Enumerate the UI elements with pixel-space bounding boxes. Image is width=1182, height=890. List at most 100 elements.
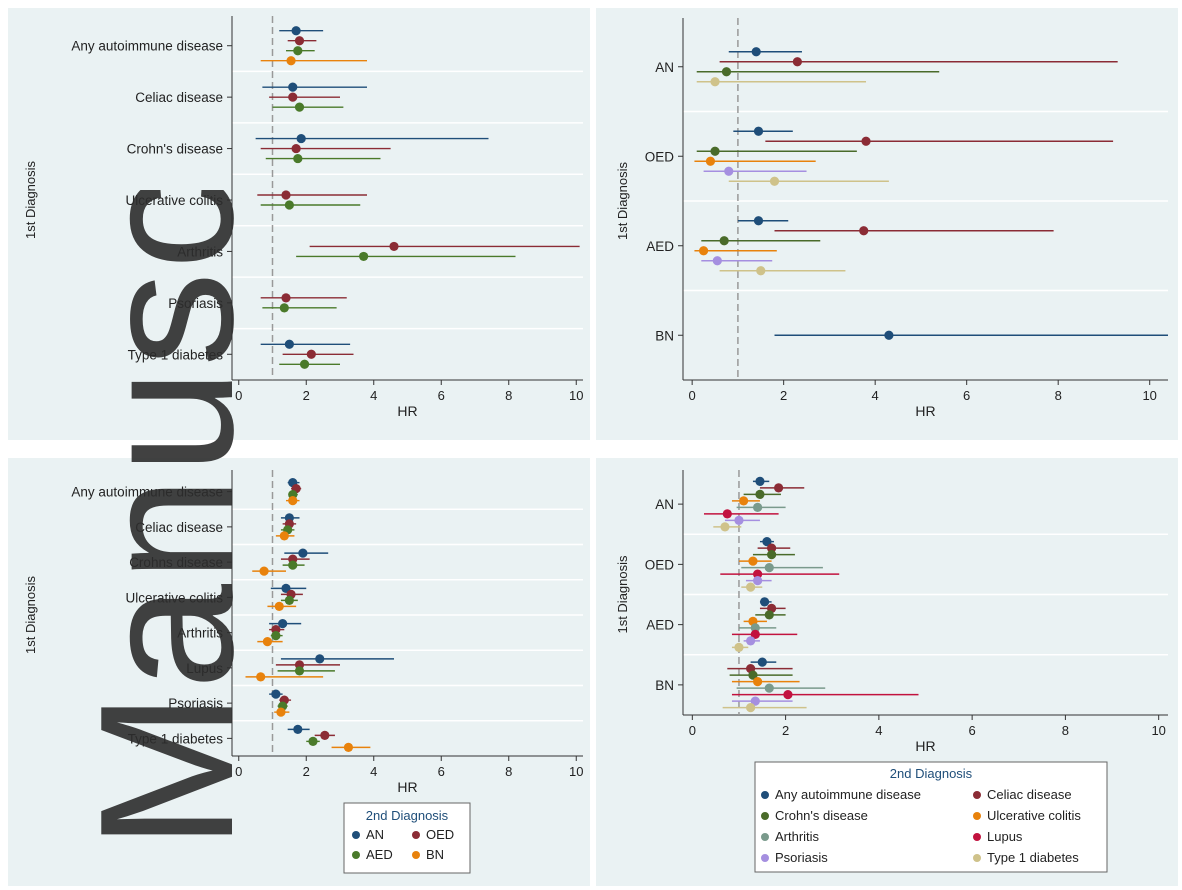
legend-right-title: 2nd Diagnosis xyxy=(890,766,973,781)
bottom-left-hr-point-lupus-aed xyxy=(294,666,305,676)
top-left-x-axis-label: HR xyxy=(397,403,417,419)
legend-left-label-bn: BN xyxy=(426,847,444,862)
bottom-left-hr-point-any-autoimmune-disease-bn xyxy=(288,496,298,506)
top-left-x-tick-label: 8 xyxy=(505,388,512,403)
legend-right-marker-ulcerative-colitis xyxy=(973,812,981,820)
top-right-y-tick-label-bn: BN xyxy=(655,328,674,343)
top-right-y-tick-label-an: AN xyxy=(655,60,674,75)
top-left-y-tick-label-type-1-diabetes: Type 1 diabetes xyxy=(128,347,224,362)
bottom-right-x-tick-label: 8 xyxy=(1062,723,1069,738)
bottom-left-x-tick-label: 10 xyxy=(569,764,583,779)
bottom-left-hr-point-ulcerative-colitis-aed xyxy=(284,595,294,605)
bottom-right-hr-point-an-ulcerative-colitis xyxy=(739,496,749,506)
bottom-right-hr-point-aed-type-1-diabetes xyxy=(734,642,744,652)
top-left-y-axis-label: 1st Diagnosis xyxy=(23,160,38,239)
bottom-right-hr-point-bn-arthritis xyxy=(764,683,774,693)
bottom-right-y-tick-label-bn: BN xyxy=(655,678,674,693)
top-right-x-tick-label: 4 xyxy=(872,388,879,403)
bottom-right-hr-point-aed-lupus xyxy=(750,629,760,639)
bottom-left-y-tick-label-type-1-diabetes: Type 1 diabetes xyxy=(128,731,224,746)
top-left-y-tick-label-psoriasis: Psoriasis xyxy=(168,296,223,311)
bottom-right-x-tick-label: 10 xyxy=(1151,723,1165,738)
legend-right-label-lupus: Lupus xyxy=(987,829,1023,844)
bottom-left-hr-point-celiac-disease-bn xyxy=(279,531,289,541)
bottom-left-y-tick-label-celiac-disease: Celiac disease xyxy=(135,520,223,535)
bottom-left-hr-point-psoriasis-an xyxy=(271,689,281,699)
legend-right-label-crohn-s-disease: Crohn's disease xyxy=(775,808,868,823)
bottom-left-hr-point-arthritis-an xyxy=(278,619,288,629)
legend-left-marker-an xyxy=(352,831,360,839)
bottom-right-x-tick-label: 4 xyxy=(875,723,882,738)
top-right-hr-point-aed-crohn-s-disease xyxy=(719,236,729,246)
top-left-x-tick-label: 4 xyxy=(370,388,377,403)
bottom-left-x-tick-label: 6 xyxy=(438,764,445,779)
top-right-x-axis-label: HR xyxy=(915,403,935,419)
legend-right-marker-any-autoimmune-disease xyxy=(761,791,769,799)
top-left-x-tick-label: 6 xyxy=(438,388,445,403)
top-left-x-tick-label: 2 xyxy=(303,388,310,403)
top-right-x-tick-label: 10 xyxy=(1142,388,1156,403)
bottom-left-hr-point-lupus-an xyxy=(315,654,325,664)
legend-right-box xyxy=(754,761,1108,873)
bottom-left-hr-point-type-1-diabetes-aed xyxy=(308,736,318,746)
top-right-hr-point-oed-any-autoimmune-disease xyxy=(753,126,764,136)
top-left-hr-point-celiac-disease-aed xyxy=(294,102,305,112)
top-left-hr-point-type-1-diabetes-aed xyxy=(299,359,310,369)
bottom-right-hr-point-oed-type-1-diabetes xyxy=(746,582,756,592)
bottom-right-hr-point-an-any-autoimmune-disease xyxy=(755,476,765,486)
bottom-right-hr-point-an-crohn-s-disease xyxy=(755,489,765,499)
bottom-left-hr-point-arthritis-bn xyxy=(262,637,273,647)
top-left-y-tick-label-any-autoimmune-disease: Any autoimmune disease xyxy=(71,39,223,54)
legend-right-marker-celiac-disease xyxy=(973,791,981,799)
bottom-right-hr-point-bn-crohn-s-disease xyxy=(748,670,758,680)
top-left-x-tick-label: 10 xyxy=(569,388,583,403)
top-left-hr-point-arthritis-oed xyxy=(389,241,399,252)
legend-left-marker-oed xyxy=(412,831,420,839)
legend-right-marker-arthritis xyxy=(761,833,769,841)
top-left-y-tick-label-arthritis: Arthritis xyxy=(177,244,223,259)
bottom-right-x-tick-label: 2 xyxy=(782,723,789,738)
top-left-hr-point-crohn-s-disease-oed xyxy=(291,143,301,154)
legend-right-marker-psoriasis xyxy=(761,854,769,862)
top-right-hr-point-oed-crohn-s-disease xyxy=(710,146,720,156)
top-right-hr-point-bn-any-autoimmune-disease xyxy=(884,330,894,340)
bottom-right-hr-point-oed-any-autoimmune-disease xyxy=(762,537,772,547)
top-right-hr-point-oed-celiac-disease xyxy=(861,136,871,146)
top-left-hr-point-any-autoimmune-disease-an xyxy=(291,26,301,36)
legend-right-label-type-1-diabetes: Type 1 diabetes xyxy=(987,850,1079,865)
bottom-left-hr-point-type-1-diabetes-bn xyxy=(343,742,354,752)
bottom-right-hr-point-oed-crohn-s-disease xyxy=(767,550,777,560)
bottom-right-x-tick-label: 6 xyxy=(969,723,976,738)
bottom-right-x-axis-label: HR xyxy=(915,738,935,754)
bottom-left-hr-point-crohns-disease-bn xyxy=(259,566,269,576)
top-left-hr-point-ulcerative-colitis-aed xyxy=(284,200,294,210)
legend-left-title: 2nd Diagnosis xyxy=(366,808,449,823)
bottom-right-hr-point-oed-arthritis xyxy=(764,563,774,573)
top-right-x-tick-label: 2 xyxy=(780,388,787,403)
bottom-right-hr-point-aed-psoriasis xyxy=(746,636,756,646)
bottom-left-hr-point-ulcerative-colitis-bn xyxy=(274,601,284,611)
bottom-left-y-axis-label: 1st Diagnosis xyxy=(23,575,38,654)
top-left-y-tick-label-ulcerative-colitis: Ulcerative colitis xyxy=(125,193,223,208)
top-right-hr-point-oed-ulcerative-colitis xyxy=(705,156,716,166)
top-left-hr-point-psoriasis-oed xyxy=(281,293,291,303)
top-right-hr-point-an-crohn-s-disease xyxy=(721,67,732,77)
legend-right-marker-lupus xyxy=(973,833,981,841)
bottom-left-hr-point-type-1-diabetes-an xyxy=(293,724,303,734)
legend-right-label-celiac-disease: Celiac disease xyxy=(987,787,1072,802)
top-left-x-tick-label: 0 xyxy=(235,388,242,403)
bottom-right-hr-point-an-psoriasis xyxy=(734,515,744,525)
top-right-hr-point-oed-psoriasis xyxy=(724,166,734,176)
legend-right-label-psoriasis: Psoriasis xyxy=(775,850,828,865)
bottom-left-hr-point-arthritis-aed xyxy=(271,631,281,641)
top-right-hr-point-aed-celiac-disease xyxy=(859,226,869,236)
bottom-left-y-tick-label-arthritis: Arthritis xyxy=(177,626,223,641)
bottom-right-hr-point-bn-type-1-diabetes xyxy=(746,703,756,713)
bottom-right-hr-point-bn-any-autoimmune-disease xyxy=(757,657,767,667)
bottom-right-y-tick-label-oed: OED xyxy=(645,557,675,572)
legend-right-marker-type-1-diabetes xyxy=(973,854,981,862)
top-left-hr-point-type-1-diabetes-oed xyxy=(306,349,316,359)
top-right-y-tick-label-oed: OED xyxy=(645,149,675,164)
legend-right-marker-crohn-s-disease xyxy=(761,812,769,820)
top-right-hr-point-an-celiac-disease xyxy=(792,57,802,67)
